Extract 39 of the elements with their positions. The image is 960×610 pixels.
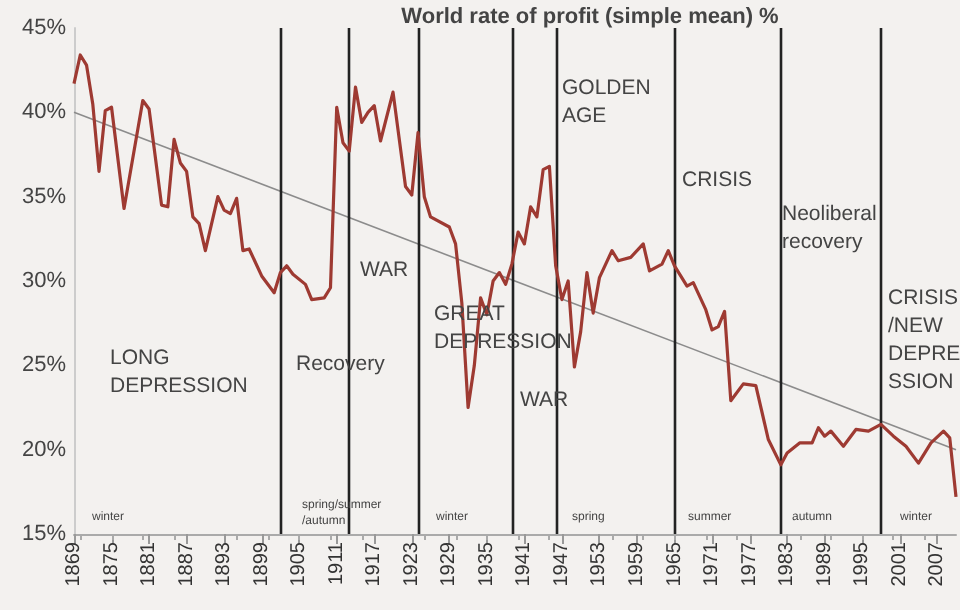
x-tick-label: 1881 xyxy=(138,541,161,587)
x-tick-label: 1995 xyxy=(851,541,874,587)
x-tick-label: 1887 xyxy=(175,541,198,587)
x-tick-label: 2007 xyxy=(926,541,949,587)
y-tick-label: 25% xyxy=(21,353,67,378)
x-tick-label: 1935 xyxy=(475,541,498,587)
x-tick-label: 1869 xyxy=(63,541,85,587)
x-tick-label: 1875 xyxy=(100,541,123,587)
annotation: CRISIS xyxy=(682,168,753,192)
y-tick-label: 30% xyxy=(21,269,67,293)
annotation: GOLDEN AGE xyxy=(562,76,651,128)
x-tick-label: 1899 xyxy=(250,541,273,587)
x-tick-label: 1905 xyxy=(288,541,311,587)
annotation: Neoliberal recovery xyxy=(782,202,877,254)
x-tick-label: 1947 xyxy=(550,541,573,587)
annotation: CRISIS /NEW DEPRE SSION xyxy=(888,286,960,394)
x-tick-label: 1923 xyxy=(400,541,423,587)
x-tick-label: 1983 xyxy=(776,541,799,587)
x-tick-label: 1989 xyxy=(813,541,836,587)
x-tick-label: 1911 xyxy=(325,541,348,586)
x-tick-label: 1959 xyxy=(625,541,648,587)
x-tick-label: 1941 xyxy=(513,541,536,587)
y-tick-label: 45% xyxy=(21,16,67,40)
x-tick-label: 1953 xyxy=(588,541,611,587)
annotation: LONG DEPRESSION xyxy=(110,346,248,398)
annotation: WAR xyxy=(360,258,410,282)
x-tick-label: 2001 xyxy=(888,541,911,587)
y-tick-label: 15% xyxy=(21,522,67,546)
line-series xyxy=(72,53,958,499)
x-tick-label: 1971 xyxy=(701,541,724,587)
x-tick-label: 1965 xyxy=(663,541,686,587)
x-tick-label: 1893 xyxy=(213,541,236,587)
y-tick-label: 20% xyxy=(21,437,67,462)
y-tick-label: 35% xyxy=(21,184,67,209)
chart-title: World rate of profit (simple mean) % xyxy=(401,5,780,29)
x-tick-label: 1929 xyxy=(438,541,461,587)
x-tick-label: 1917 xyxy=(363,541,386,587)
x-tick-label: 1977 xyxy=(738,541,761,587)
y-tick-label: 40% xyxy=(21,100,67,125)
